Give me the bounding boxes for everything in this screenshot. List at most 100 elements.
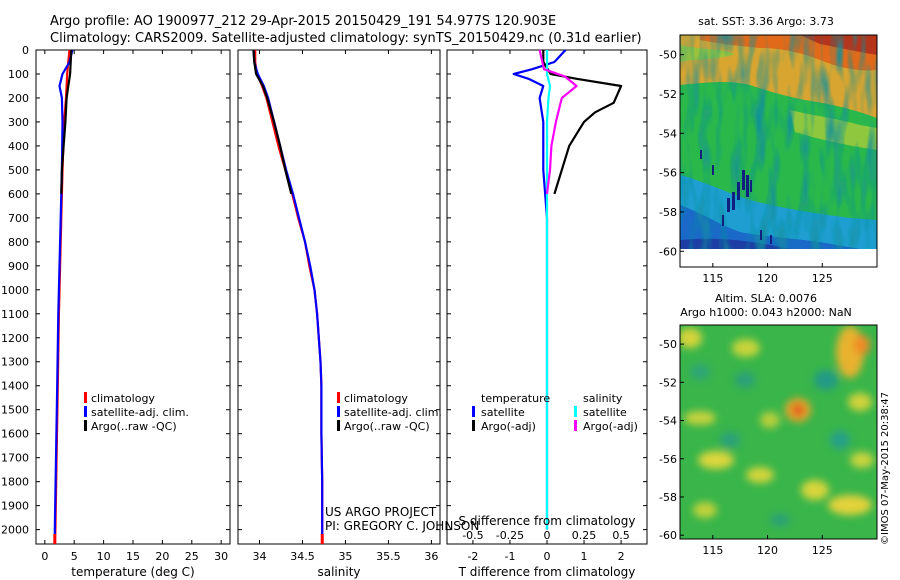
sst-map-frame: [679, 34, 878, 268]
map-x-tick-label: 125: [812, 272, 833, 285]
x-tick-label: -2: [467, 550, 478, 563]
sla-map-frame: [679, 324, 878, 540]
header-title: Argo profile: AO 1900977_212 29-Apr-2015…: [50, 14, 556, 29]
salinity-series: [252, 49, 324, 544]
project-label: US ARGO PROJECT: [325, 505, 437, 519]
map-y-tick-label: -54: [659, 415, 677, 428]
series-line-argo-raw-qc-: [60, 49, 73, 194]
series-line-argo-raw-qc-: [252, 49, 293, 195]
sla-heatmap: [680, 325, 877, 539]
sla-map-panel: Altim. SLA: 0.0076 Argo h1000: 0.043 h20…: [659, 292, 878, 557]
legend-swatch-sal-satellite: [574, 406, 577, 417]
sst-heatmap: [680, 35, 877, 249]
map-y-tick-label: -58: [659, 491, 677, 504]
series-line-salinity-argo-adj-: [538, 49, 578, 195]
legend-label-argo: Argo(..raw -QC): [91, 420, 177, 433]
sst-map-title: sat. SST: 3.36 Argo: 3.73: [698, 15, 834, 28]
temperature-x-label: temperature (deg C): [71, 565, 194, 579]
depth-tick-label: 1800: [1, 476, 29, 489]
x-tick-label: 0: [544, 550, 551, 563]
depth-tick-label: 1900: [1, 500, 29, 513]
legend-label-temp-argo: Argo(-adj): [481, 420, 536, 433]
x-tick-label: 30: [214, 550, 228, 563]
depth-tick-label: 500: [8, 164, 29, 177]
depth-tick-label: 1200: [1, 332, 29, 345]
temperature-x-axis: 0 5 10 15 20 25 30: [41, 50, 228, 563]
map-y-tick-label: -60: [659, 529, 677, 542]
pi-label: PI: GREGORY C. JOHNSON: [325, 519, 479, 533]
legend-label-satellite: satellite-adj. clim.: [344, 406, 442, 419]
temperature-series: [53, 49, 74, 545]
x-tick-label: 1: [581, 550, 588, 563]
legend-label-sal-satellite: satellite: [583, 406, 627, 419]
legend-swatch-satellite: [84, 406, 87, 417]
temperature-panel: 0100200300400500600700800900100011001200…: [1, 44, 647, 579]
legend-swatch-satellite: [337, 406, 340, 417]
map-y-tick-label: -60: [659, 245, 677, 258]
depth-tick-label: 1500: [1, 404, 29, 417]
x-tick-label: 2: [618, 550, 625, 563]
s-diff-tick-label: 0: [544, 529, 551, 542]
t-difference-label: T difference from climatology: [458, 565, 636, 579]
depth-tick-label: 1100: [1, 308, 29, 321]
legend-swatch-climatology: [337, 392, 340, 403]
depth-tick-label: 700: [8, 212, 29, 225]
x-tick-label: 34.5: [290, 550, 315, 563]
legend-label-argo: Argo(..raw -QC): [344, 420, 430, 433]
depth-tick-label: 400: [8, 140, 29, 153]
map-x-tick-label: 115: [702, 272, 723, 285]
difference-panel: -2 -1 0 1 2 -0.5 -0.25 0 0.25 0.5 temperature sal…: [446, 49, 648, 579]
x-tick-label: 5: [71, 550, 78, 563]
series-line-climatology: [254, 50, 324, 544]
legend-swatch-argo: [84, 420, 87, 431]
salinity-legend: climatology satellite-adj. clim. Argo(..…: [337, 392, 442, 433]
depth-tick-label: 600: [8, 188, 29, 201]
x-tick-label: 35: [338, 550, 352, 563]
depth-tick-label: 2000: [1, 524, 29, 537]
s-diff-tick-label: 0.5: [612, 529, 630, 542]
temperature-legend: climatology satellite-adj. clim. Argo(..…: [84, 392, 189, 433]
x-tick-label: 20: [155, 550, 169, 563]
depth-tick-label: 100: [8, 68, 29, 81]
salinity-x-label: salinity: [317, 565, 360, 579]
map-y-tick-label: -50: [659, 49, 677, 62]
legend-label-climatology: climatology: [91, 392, 155, 405]
x-tick-label: 25: [185, 550, 199, 563]
imos-credit: ©IMOS 07-May-2015 20:38:47: [880, 392, 891, 545]
map-y-tick-label: -52: [659, 376, 677, 389]
legend-label-sal-argo: Argo(-adj): [583, 420, 638, 433]
salinity-axes-frame: [237, 49, 441, 545]
series-line-salinity-satellite: [545, 50, 552, 530]
s-diff-tick-label: 0.25: [572, 529, 597, 542]
legend-swatch-climatology: [84, 392, 87, 403]
s-diff-tick-label: -0.25: [496, 529, 524, 542]
map-y-tick-label: -58: [659, 206, 677, 219]
difference-legend: temperature salinity satellite Argo(-adj…: [472, 392, 638, 433]
legend-swatch-temp-satellite: [472, 406, 475, 417]
x-tick-label: 0: [41, 550, 48, 563]
sla-map-axes: 115 120 125 -50 -52 -54 -56 -58 -60: [659, 338, 833, 557]
difference-x-axis: -2 -1 0 1 2 -0.5 -0.25 0 0.25 0.5: [462, 50, 630, 563]
map-x-tick-label: 120: [757, 272, 778, 285]
depth-tick-label: 1300: [1, 356, 29, 369]
sla-map-title-line2: Argo h1000: 0.043 h2000: NaN: [680, 306, 852, 319]
sst-map-axes: 115 120 125 -50 -52 -54 -56 -58 -60: [659, 49, 833, 285]
depth-tick-label: 800: [8, 236, 29, 249]
salinity-panel: 34 34.5 35 35.5 36 climatology satellite-adj…: [237, 49, 479, 579]
depth-tick-label: 900: [8, 260, 29, 273]
x-tick-label: 34: [252, 550, 266, 563]
legend-title-temperature: temperature: [481, 392, 550, 405]
depth-tick-label: 1400: [1, 380, 29, 393]
salinity-x-axis: 34 34.5 35 35.5 36: [252, 50, 438, 563]
sla-map-title-line1: Altim. SLA: 0.0076: [715, 292, 817, 305]
legend-label-climatology: climatology: [344, 392, 408, 405]
s-diff-tick-label: -0.5: [462, 529, 483, 542]
x-tick-label: -1: [504, 550, 515, 563]
legend-label-satellite: satellite-adj. clim.: [91, 406, 189, 419]
depth-tick-label: 1000: [1, 284, 29, 297]
difference-series: [512, 49, 623, 530]
x-tick-label: 35.5: [376, 550, 401, 563]
depth-tick-label: 0: [22, 44, 29, 57]
map-y-tick-label: -56: [659, 167, 677, 180]
